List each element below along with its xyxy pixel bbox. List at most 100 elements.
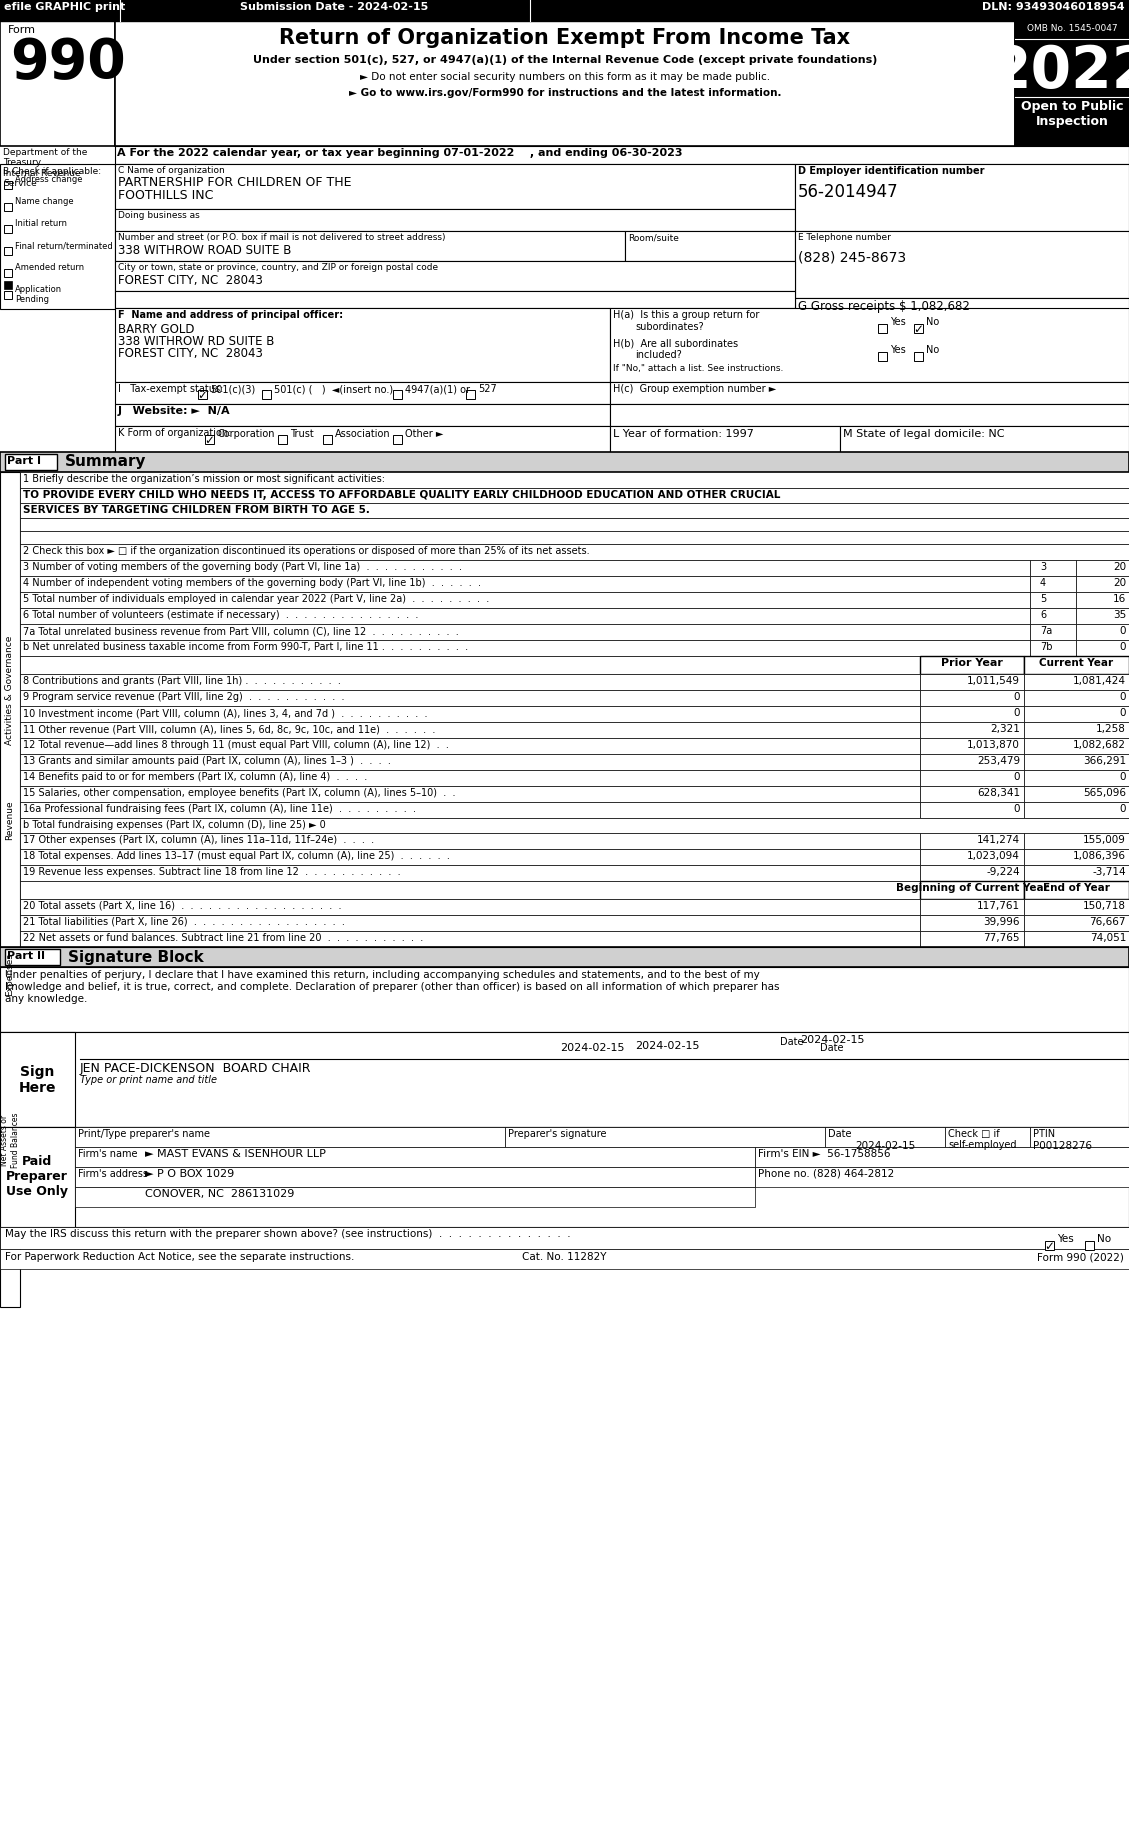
Text: City or town, state or province, country, and ZIP or foreign postal code: City or town, state or province, country…: [119, 264, 438, 273]
Bar: [75, 1127, 505, 1147]
Bar: [920, 706, 1024, 723]
Bar: [1024, 849, 1129, 866]
Bar: [920, 931, 1024, 948]
Text: 10 Investment income (Part VIII, column (A), lines 3, 4, and 7d )  .  .  .  .  .: 10 Investment income (Part VIII, column …: [23, 708, 428, 717]
Text: 1,023,094: 1,023,094: [968, 851, 1019, 860]
Bar: [755, 1168, 1129, 1188]
Bar: [20, 576, 1030, 593]
Bar: [115, 22, 1015, 146]
Text: 527: 527: [478, 384, 497, 393]
Text: 7b: 7b: [1040, 642, 1052, 651]
Bar: [5, 203, 12, 212]
Bar: [914, 324, 924, 333]
Text: Form 990 (2022): Form 990 (2022): [1038, 1252, 1124, 1261]
Bar: [1024, 900, 1129, 915]
Text: Beginning of Current Year: Beginning of Current Year: [895, 882, 1049, 893]
Bar: [20, 915, 920, 931]
Bar: [20, 900, 920, 915]
Bar: [1015, 22, 1129, 146]
Text: 0: 0: [1120, 708, 1126, 717]
Text: H(c)  Group exemption number ►: H(c) Group exemption number ►: [613, 384, 777, 393]
Bar: [20, 833, 920, 849]
Bar: [5, 950, 60, 966]
Text: Corporation: Corporation: [217, 428, 274, 439]
Text: Number and street (or P.O. box if mail is not delivered to street address): Number and street (or P.O. box if mail i…: [119, 232, 446, 242]
Text: 74,051: 74,051: [1089, 933, 1126, 942]
Bar: [1024, 833, 1129, 849]
Text: Summary: Summary: [65, 454, 147, 468]
Text: 20: 20: [1113, 562, 1126, 571]
Text: Under section 501(c), 527, or 4947(a)(1) of the Internal Revenue Code (except pr: Under section 501(c), 527, or 4947(a)(1)…: [253, 55, 877, 64]
Bar: [20, 770, 920, 787]
Text: H(b)  Are all subordinates: H(b) Are all subordinates: [613, 339, 738, 348]
Text: 19 Revenue less expenses. Subtract line 18 from line 12  .  .  .  .  .  .  .  . : 19 Revenue less expenses. Subtract line …: [23, 867, 401, 877]
Bar: [278, 436, 287, 445]
Bar: [0, 1032, 75, 1127]
Bar: [1030, 609, 1076, 624]
Bar: [755, 1147, 1129, 1168]
Bar: [914, 353, 924, 362]
Text: -9,224: -9,224: [987, 867, 1019, 877]
Text: 9 Program service revenue (Part VIII, line 2g)  .  .  .  .  .  .  .  .  .  .  .: 9 Program service revenue (Part VIII, li…: [23, 692, 344, 701]
Text: ► Go to www.irs.gov/Form990 for instructions and the latest information.: ► Go to www.irs.gov/Form990 for instruct…: [349, 88, 781, 99]
Text: Part I: Part I: [7, 456, 41, 467]
Text: 5: 5: [1040, 593, 1047, 604]
Text: 155,009: 155,009: [1083, 834, 1126, 844]
Text: 16a Professional fundraising fees (Part IX, column (A), line 11e)  .  .  .  .  .: 16a Professional fundraising fees (Part …: [23, 803, 415, 814]
Text: Name change: Name change: [15, 198, 73, 207]
Text: Yes: Yes: [890, 317, 905, 328]
Bar: [115, 382, 610, 404]
Bar: [20, 533, 1129, 545]
Text: 1,013,870: 1,013,870: [968, 739, 1019, 750]
Text: Yes: Yes: [1057, 1233, 1074, 1243]
Bar: [20, 593, 1030, 609]
Text: 8 Contributions and grants (Part VIII, line 1h) .  .  .  .  .  .  .  .  .  .  .: 8 Contributions and grants (Part VIII, l…: [23, 675, 341, 686]
Bar: [825, 1127, 945, 1147]
Text: 150,718: 150,718: [1083, 900, 1126, 911]
Bar: [1024, 787, 1129, 803]
Text: Revenue: Revenue: [6, 800, 15, 840]
Text: DLN: 93493046018954: DLN: 93493046018954: [982, 2, 1124, 13]
Bar: [1045, 1241, 1054, 1250]
Text: 6 Total number of volunteers (estimate if necessary)  .  .  .  .  .  .  .  .  . : 6 Total number of volunteers (estimate i…: [23, 609, 419, 620]
Text: H(a)  Is this a group return for: H(a) Is this a group return for: [613, 309, 760, 320]
Text: 15 Salaries, other compensation, employee benefits (Part IX, column (A), lines 5: 15 Salaries, other compensation, employe…: [23, 787, 455, 798]
Bar: [1030, 1127, 1129, 1147]
Text: 1,081,424: 1,081,424: [1073, 675, 1126, 686]
Text: Other ►: Other ►: [405, 428, 444, 439]
Text: Final return/terminated: Final return/terminated: [15, 242, 113, 251]
Text: 0: 0: [1120, 772, 1126, 781]
Text: ► MAST EVANS & ISENHOUR LLP: ► MAST EVANS & ISENHOUR LLP: [145, 1149, 326, 1158]
Bar: [20, 754, 920, 770]
Bar: [20, 640, 1030, 657]
Text: self-employed: self-employed: [948, 1140, 1016, 1149]
Text: 11 Other revenue (Part VIII, column (A), lines 5, 6d, 8c, 9c, 10c, and 11e)  .  : 11 Other revenue (Part VIII, column (A),…: [23, 723, 436, 734]
Text: 628,341: 628,341: [977, 787, 1019, 798]
Text: 20 Total assets (Part X, line 16)  .  .  .  .  .  .  .  .  .  .  .  .  .  .  .  : 20 Total assets (Part X, line 16) . . . …: [23, 900, 341, 911]
Text: 7a: 7a: [1040, 626, 1052, 635]
Text: 338 WITHROW RD SUITE B: 338 WITHROW RD SUITE B: [119, 335, 274, 348]
Text: 7a Total unrelated business revenue from Part VIII, column (C), line 12  .  .  .: 7a Total unrelated business revenue from…: [23, 626, 458, 635]
Bar: [920, 739, 1024, 754]
Bar: [1024, 657, 1129, 675]
Bar: [1024, 675, 1129, 690]
Bar: [20, 657, 920, 675]
Bar: [5, 269, 12, 278]
Bar: [115, 426, 610, 452]
Bar: [20, 803, 920, 818]
Bar: [1030, 576, 1076, 593]
Text: Cat. No. 11282Y: Cat. No. 11282Y: [522, 1252, 606, 1261]
Bar: [0, 22, 115, 146]
Text: Expenses: Expenses: [6, 953, 15, 996]
Bar: [0, 1250, 1129, 1270]
Bar: [505, 1127, 825, 1147]
Bar: [920, 690, 1024, 706]
Text: 366,291: 366,291: [1083, 756, 1126, 765]
Text: Net Assets or
Fund Balances: Net Assets or Fund Balances: [0, 1111, 19, 1168]
Text: knowledge and belief, it is true, correct, and complete. Declaration of preparer: knowledge and belief, it is true, correc…: [5, 981, 779, 992]
Text: Signature Block: Signature Block: [68, 950, 203, 964]
Text: ✓: ✓: [913, 322, 924, 337]
Text: efile GRAPHIC print: efile GRAPHIC print: [5, 2, 125, 13]
Text: Trust: Trust: [290, 428, 314, 439]
Text: G Gross receipts $ 1,082,682: G Gross receipts $ 1,082,682: [798, 300, 970, 313]
